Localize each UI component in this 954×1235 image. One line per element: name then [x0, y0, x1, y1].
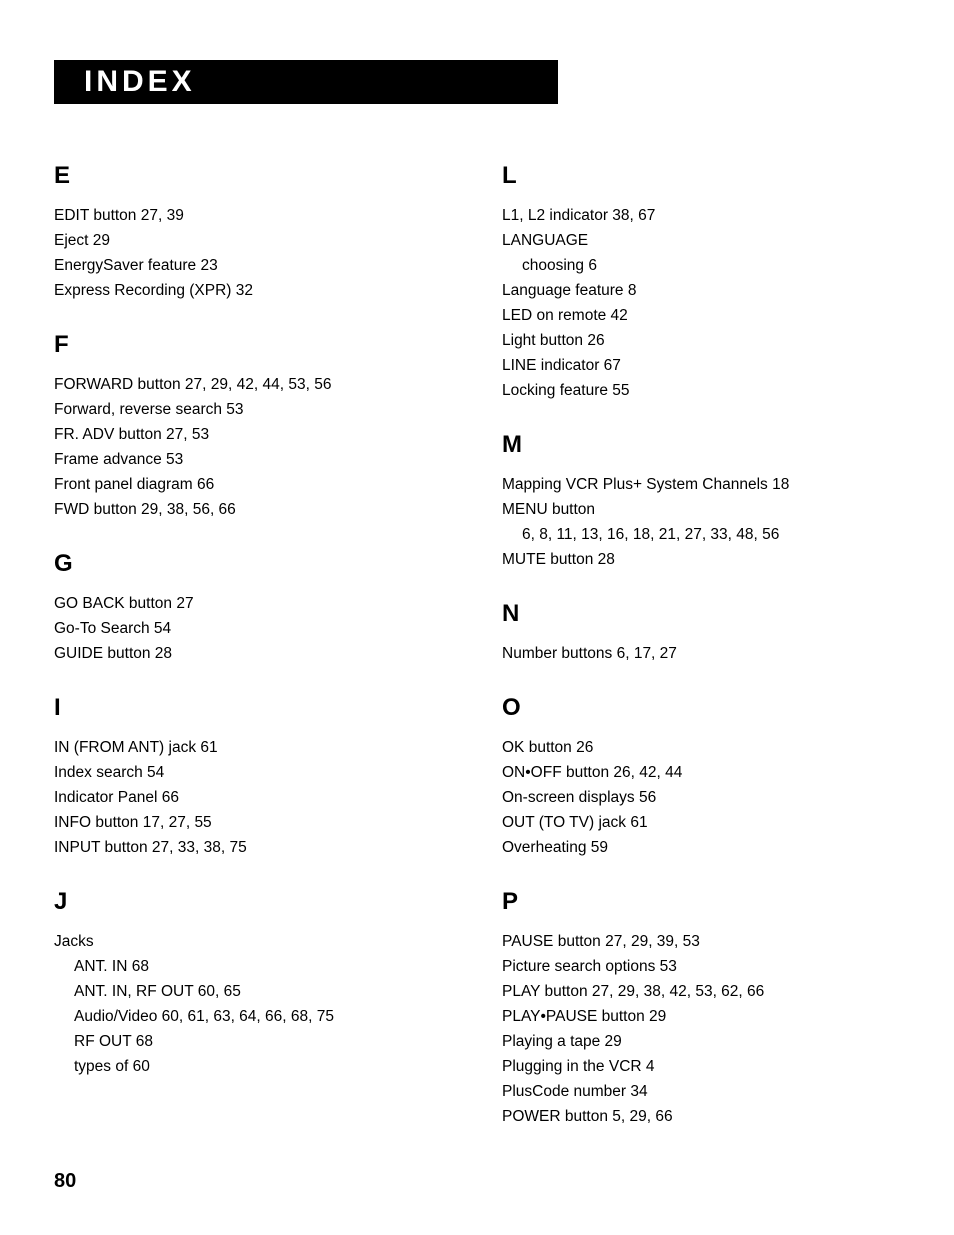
index-entry: PLAY•PAUSE button 29	[502, 1005, 902, 1029]
index-entry: ANT. IN, RF OUT 60, 65	[54, 980, 502, 1004]
index-entry: choosing 6	[502, 254, 902, 278]
index-entry: Forward, reverse search 53	[54, 398, 502, 422]
index-entry: Express Recording (XPR) 32	[54, 279, 502, 303]
section-letter: M	[502, 431, 902, 459]
index-entry: Go-To Search 54	[54, 617, 502, 641]
document-page: INDEX E EDIT button 27, 39Eject 29EnergyS…	[0, 0, 954, 1233]
section-letter: I	[54, 694, 502, 722]
index-entry: PLAY button 27, 29, 38, 42, 53, 62, 66	[502, 980, 902, 1004]
index-entry: Locking feature 55	[502, 379, 902, 403]
index-entry: Playing a tape 29	[502, 1030, 902, 1054]
section-letter: L	[502, 162, 902, 190]
index-entry: POWER button 5, 29, 66	[502, 1105, 902, 1129]
index-entry: ON•OFF button 26, 42, 44	[502, 761, 902, 785]
index-entry: Eject 29	[54, 229, 502, 253]
index-entry: MUTE button 28	[502, 548, 902, 572]
index-entry: Index search 54	[54, 761, 502, 785]
index-entry: Number buttons 6, 17, 27	[502, 642, 902, 666]
index-entry: Front panel diagram 66	[54, 473, 502, 497]
index-entry: GO BACK button 27	[54, 592, 502, 616]
index-entry: GUIDE button 28	[54, 642, 502, 666]
index-entry: Frame advance 53	[54, 448, 502, 472]
index-entry: ANT. IN 68	[54, 955, 502, 979]
index-column-left: E EDIT button 27, 39Eject 29EnergySaver f…	[54, 162, 502, 1130]
index-entry: types of 60	[54, 1055, 502, 1079]
index-entry: LANGUAGE	[502, 229, 902, 253]
index-banner: INDEX	[54, 60, 558, 104]
index-entry: FWD button 29, 38, 56, 66	[54, 498, 502, 522]
index-column-right: L L1, L2 indicator 38, 67LANGUAGEchoosing…	[502, 162, 902, 1130]
page-number: 80	[54, 1170, 904, 1193]
index-entry: On-screen displays 56	[502, 786, 902, 810]
index-entry: Light button 26	[502, 329, 902, 353]
index-entry: OK button 26	[502, 736, 902, 760]
index-columns: E EDIT button 27, 39Eject 29EnergySaver f…	[54, 162, 904, 1130]
section-letter: G	[54, 550, 502, 578]
section-letter: E	[54, 162, 502, 190]
section-letter: P	[502, 888, 902, 916]
banner-title: INDEX	[84, 65, 196, 99]
index-entry: Audio/Video 60, 61, 63, 64, 66, 68, 75	[54, 1005, 502, 1029]
section-letter: O	[502, 694, 902, 722]
index-entry: INFO button 17, 27, 55	[54, 811, 502, 835]
index-entry: IN (FROM ANT) jack 61	[54, 736, 502, 760]
index-entry: 6, 8, 11, 13, 16, 18, 21, 27, 33, 48, 56	[502, 523, 902, 547]
index-entry: EnergySaver feature 23	[54, 254, 502, 278]
index-entry: Language feature 8	[502, 279, 902, 303]
index-entry: Jacks	[54, 930, 502, 954]
section-letter: F	[54, 331, 502, 359]
index-entry: PlusCode number 34	[502, 1080, 902, 1104]
index-entry: L1, L2 indicator 38, 67	[502, 204, 902, 228]
index-entry: Plugging in the VCR 4	[502, 1055, 902, 1079]
index-entry: FR. ADV button 27, 53	[54, 423, 502, 447]
section-letter: N	[502, 600, 902, 628]
index-entry: MENU button	[502, 498, 902, 522]
index-entry: Indicator Panel 66	[54, 786, 502, 810]
index-entry: EDIT button 27, 39	[54, 204, 502, 228]
index-entry: INPUT button 27, 33, 38, 75	[54, 836, 502, 860]
index-entry: PAUSE button 27, 29, 39, 53	[502, 930, 902, 954]
index-entry: FORWARD button 27, 29, 42, 44, 53, 56	[54, 373, 502, 397]
index-entry: Mapping VCR Plus+ System Channels 18	[502, 473, 902, 497]
index-entry: RF OUT 68	[54, 1030, 502, 1054]
index-entry: Overheating 59	[502, 836, 902, 860]
index-entry: LINE indicator 67	[502, 354, 902, 378]
index-entry: Picture search options 53	[502, 955, 902, 979]
index-entry: OUT (TO TV) jack 61	[502, 811, 902, 835]
index-entry: LED on remote 42	[502, 304, 902, 328]
section-letter: J	[54, 888, 502, 916]
